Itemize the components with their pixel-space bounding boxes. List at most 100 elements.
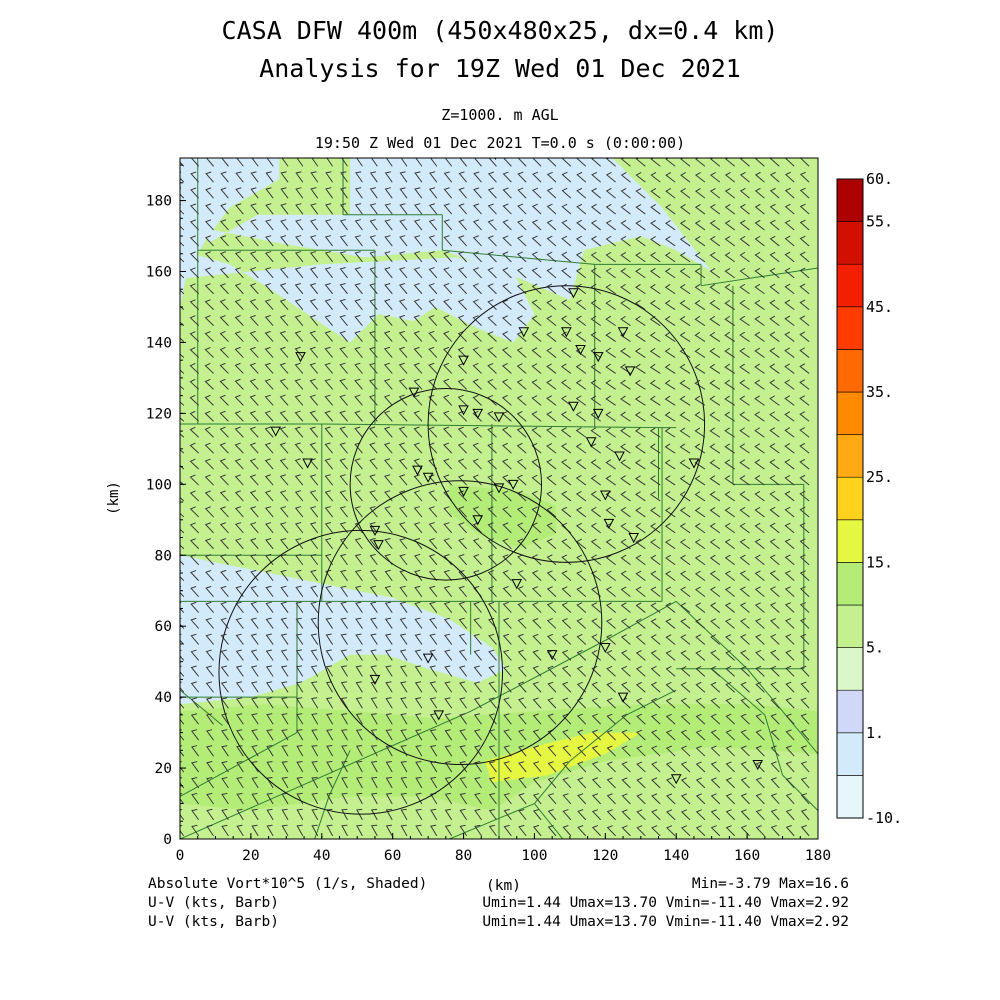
county-line (799, 732, 818, 755)
station-marker (472, 515, 484, 526)
x-tick-label: 160 (734, 848, 760, 864)
x-axis-unit-label: (km) (486, 878, 521, 894)
y-tick-label: 120 (146, 406, 172, 422)
station-marker (511, 579, 523, 590)
station-marker (422, 472, 434, 483)
colorbar-label: 45. (866, 298, 893, 316)
barb-field-label-2: U-V (kts, Barb) (148, 914, 279, 930)
y-tick-label: 20 (155, 761, 172, 777)
station-marker (752, 760, 764, 771)
field-min-max: Min=-3.79 Max=16.6 (691, 876, 849, 892)
station-marker (373, 540, 384, 551)
station-marker (603, 518, 615, 529)
station-marker (568, 288, 579, 299)
radar-range-ring (349, 388, 543, 581)
station-marker (458, 405, 469, 416)
x-tick-label: 120 (592, 848, 618, 864)
colorbar-swatch (836, 391, 864, 435)
colorbar-label: 1. (866, 724, 884, 742)
station-markers (270, 158, 764, 785)
x-tick-label: 100 (521, 848, 547, 864)
county-line (605, 600, 677, 641)
station-marker (493, 412, 505, 423)
station-marker (585, 437, 597, 448)
y-tick-label: 60 (155, 619, 172, 635)
colorbar-swatch (836, 775, 864, 819)
shading-region (208, 158, 712, 300)
radar-range-ring (218, 529, 504, 815)
colorbar-swatch (836, 178, 864, 222)
station-marker (458, 486, 469, 497)
county-line (180, 689, 223, 726)
uv-range-2: Umin=1.44 Umax=13.70 Vmin=-11.40 Vmax=2.… (482, 914, 849, 930)
colorbar-label: -10. (866, 809, 902, 827)
colorbar-label: 60. (866, 170, 893, 188)
x-tick-label: 20 (242, 848, 259, 864)
y-axis-label: (km) (106, 481, 122, 515)
county-line (675, 600, 748, 670)
colorbar-label: 35. (866, 383, 893, 401)
station-marker (568, 401, 579, 412)
station-marker (592, 352, 604, 363)
colorbar-swatch (836, 434, 864, 478)
y-tick-label: 0 (163, 832, 172, 848)
radar-range-ring (427, 285, 706, 563)
colorbar-swatch (836, 519, 864, 563)
station-marker (433, 710, 445, 721)
station-marker (295, 352, 306, 363)
y-tick-label: 160 (146, 265, 172, 281)
y-tick-label: 140 (146, 335, 172, 351)
station-marker (302, 458, 313, 469)
barb-field-label-1: U-V (kts, Barb) (148, 895, 279, 911)
x-tick-label: 60 (384, 848, 401, 864)
colorbar-label: 15. (866, 553, 893, 571)
station-marker (493, 483, 505, 494)
station-marker (408, 387, 420, 398)
station-marker (617, 327, 629, 338)
station-marker (575, 345, 586, 356)
x-tick-label: 140 (663, 848, 689, 864)
county-line (328, 750, 351, 797)
station-marker (369, 525, 381, 536)
chart-subtitle: Analysis for 19Z Wed 01 Dec 2021 (259, 54, 741, 83)
axes: 0 20 40 60 80 100 120 140 160 180 0 20 40 60 80 100 120 1… (146, 164, 831, 864)
colorbar-swatch (836, 732, 864, 776)
county-line (534, 760, 571, 804)
colorbar-swatch (836, 349, 864, 393)
colorbar-frame (836, 178, 864, 819)
radar-range-rings (218, 285, 706, 815)
shading-region (180, 555, 507, 705)
colorbar-swatch (836, 476, 864, 521)
colorbar-swatch (836, 263, 864, 308)
station-marker (600, 642, 611, 654)
station-marker (614, 451, 625, 462)
station-marker (600, 490, 611, 501)
chart-title: CASA DFW 400m (450x480x25, dx=0.4 km) (221, 16, 779, 45)
station-marker (670, 774, 682, 785)
county-boundaries (180, 158, 818, 839)
shaded-field-label: Absolute Vort*10^5 (1/s, Shaded) (148, 876, 428, 892)
colorbar-label: 55. (866, 213, 893, 231)
wind-barb-field (180, 158, 810, 836)
colorbar: 60. 55. 45. 35. 25. 15. 5. 1. -10. (836, 170, 902, 827)
level-label: Z=1000. m AGL (441, 106, 559, 124)
y-tick-label: 180 (146, 194, 172, 210)
station-marker (624, 366, 636, 377)
county-line (711, 668, 766, 716)
station-marker (518, 327, 530, 338)
x-tick-label: 40 (313, 848, 330, 864)
county-line (764, 714, 784, 776)
station-marker (592, 408, 604, 419)
y-tick-label: 100 (146, 477, 172, 493)
county-line (442, 249, 595, 265)
station-marker (458, 355, 469, 366)
radar-range-ring (317, 480, 603, 766)
station-marker (369, 674, 381, 685)
station-marker (617, 692, 629, 703)
colorbar-swatch (836, 647, 864, 691)
station-marker (422, 653, 434, 664)
station-marker (688, 458, 700, 469)
station-marker (507, 479, 519, 490)
colorbar-swatch (836, 562, 864, 606)
